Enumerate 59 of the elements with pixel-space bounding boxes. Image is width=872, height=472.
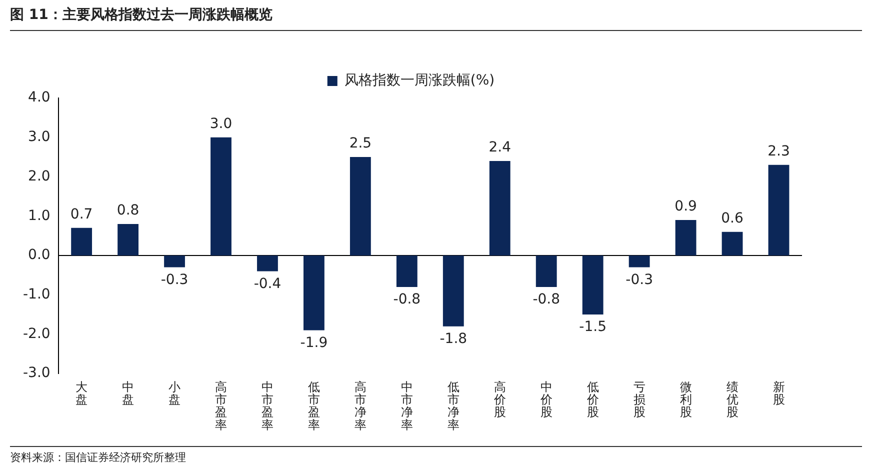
bar xyxy=(210,137,232,256)
bar xyxy=(675,220,696,256)
bar xyxy=(722,232,743,256)
x-tick-label: 低市盈率 xyxy=(308,380,320,432)
x-tick-label: 中盘 xyxy=(122,380,134,407)
y-tick-label: 3.0 xyxy=(28,129,50,146)
data-label: 0.8 xyxy=(116,202,140,219)
x-tick-label: 高市盈率 xyxy=(214,380,227,432)
data-label: -0.3 xyxy=(160,272,188,288)
x-tick-label: 新股 xyxy=(772,380,785,407)
chart-title: 图 11：主要风格指数过去一周涨跌幅概览 xyxy=(10,6,862,31)
bar xyxy=(118,224,138,256)
bar xyxy=(396,255,418,287)
bar xyxy=(164,255,185,268)
data-label: -1.9 xyxy=(300,334,328,351)
data-label: 3.0 xyxy=(210,116,232,132)
x-tick-label: 绩优股 xyxy=(726,380,738,420)
bar xyxy=(71,228,92,256)
data-label: 0.6 xyxy=(721,210,744,227)
data-label: 2.4 xyxy=(488,140,512,156)
data-label: 2.5 xyxy=(349,136,372,152)
bar xyxy=(304,255,324,330)
bar xyxy=(257,255,278,272)
x-tick-label: 亏损股 xyxy=(633,380,646,420)
data-label: -0.8 xyxy=(393,292,421,308)
x-tick-label: 高价股 xyxy=(492,380,506,420)
data-label: -0.4 xyxy=(254,276,282,292)
x-tick-label: 中市盈率 xyxy=(261,380,274,432)
legend-label: 风格指数一周涨跌幅(%) xyxy=(344,72,495,89)
y-tick-label: -2.0 xyxy=(22,326,50,342)
bar xyxy=(768,164,790,256)
x-tick-label: 高市净率 xyxy=(354,380,366,432)
bar xyxy=(442,255,464,326)
data-label: 2.3 xyxy=(768,144,790,160)
y-tick-label: 4.0 xyxy=(28,90,50,106)
x-tick-label: 低价股 xyxy=(586,380,599,420)
y-tick-label: 0.0 xyxy=(28,247,50,264)
data-label: 0.9 xyxy=(674,198,697,215)
y-tick-label: 2.0 xyxy=(28,168,50,184)
data-label: -0.3 xyxy=(626,272,653,288)
x-tick-label: 小盘 xyxy=(168,380,181,407)
bar xyxy=(489,160,510,256)
data-label: -0.8 xyxy=(532,292,560,308)
data-label: -1.5 xyxy=(579,319,607,336)
text: 资料来源：国信证券经济研究所整理 xyxy=(10,446,862,465)
x-tick-label: 中市净率 xyxy=(400,380,413,432)
y-tick-label: -3.0 xyxy=(22,365,50,382)
data-label: 0.7 xyxy=(70,206,93,223)
x-tick-label: 中价股 xyxy=(539,380,552,420)
x-tick-label: 低市净率 xyxy=(447,380,460,432)
y-tick-label: 1.0 xyxy=(28,208,50,224)
bar xyxy=(582,255,604,315)
x-tick-label: 大盘 xyxy=(76,380,88,407)
data-label: -1.8 xyxy=(440,330,468,347)
bar xyxy=(350,157,371,256)
bar xyxy=(536,255,557,287)
x-tick-label: 微利股 xyxy=(680,380,692,420)
bar xyxy=(628,255,650,268)
y-tick-label: -1.0 xyxy=(22,286,50,302)
